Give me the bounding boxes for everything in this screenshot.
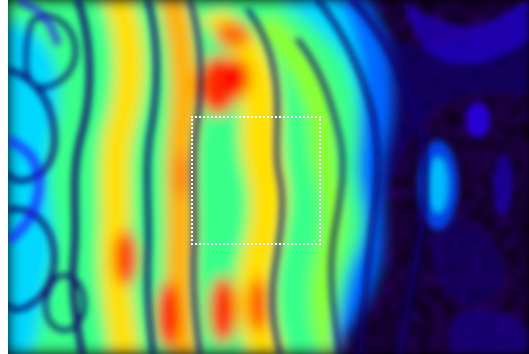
blue-blobs [418, 102, 513, 230]
selection-box[interactable] [191, 116, 321, 245]
image-frame [8, 0, 529, 354]
dark-fringe-lines [8, 0, 428, 354]
edge-strokes [8, 0, 62, 245]
heatmap-image [8, 0, 529, 354]
